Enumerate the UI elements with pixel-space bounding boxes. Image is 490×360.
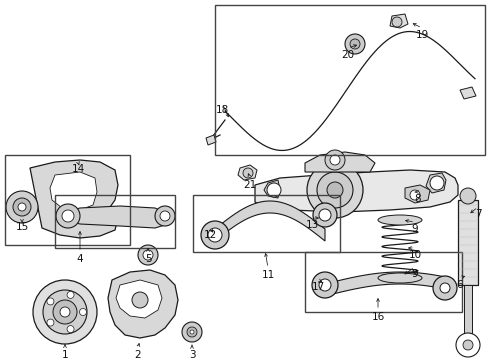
Circle shape <box>392 17 402 27</box>
Text: 19: 19 <box>416 30 429 40</box>
Circle shape <box>132 292 148 308</box>
Circle shape <box>313 203 337 227</box>
Circle shape <box>410 190 420 200</box>
Circle shape <box>47 319 54 326</box>
Polygon shape <box>238 165 257 180</box>
Text: 9: 9 <box>412 269 418 279</box>
Circle shape <box>307 162 363 218</box>
Circle shape <box>13 198 31 216</box>
Polygon shape <box>206 135 216 145</box>
Polygon shape <box>255 170 458 212</box>
Circle shape <box>155 206 175 226</box>
Circle shape <box>243 168 253 178</box>
Text: 12: 12 <box>203 230 217 240</box>
Circle shape <box>460 188 476 204</box>
Circle shape <box>317 172 353 208</box>
Circle shape <box>433 276 457 300</box>
Text: 9: 9 <box>412 224 418 234</box>
Text: 2: 2 <box>135 350 141 360</box>
Bar <box>458 200 478 285</box>
Text: 7: 7 <box>475 209 481 219</box>
Circle shape <box>182 322 202 342</box>
Circle shape <box>440 283 450 293</box>
Ellipse shape <box>378 215 422 225</box>
Text: 5: 5 <box>145 254 151 264</box>
Circle shape <box>67 325 74 333</box>
Circle shape <box>79 309 87 315</box>
Circle shape <box>18 203 26 211</box>
Ellipse shape <box>378 273 422 283</box>
Polygon shape <box>264 180 280 198</box>
Circle shape <box>56 204 80 228</box>
Text: 11: 11 <box>261 270 274 280</box>
Text: 3: 3 <box>189 350 196 360</box>
Circle shape <box>53 300 77 324</box>
Circle shape <box>430 176 444 190</box>
Text: 10: 10 <box>409 250 421 260</box>
Polygon shape <box>30 160 118 238</box>
Circle shape <box>319 279 331 291</box>
Text: 21: 21 <box>244 180 257 190</box>
Circle shape <box>345 34 365 54</box>
Text: 15: 15 <box>15 222 28 232</box>
Circle shape <box>267 183 281 197</box>
Polygon shape <box>65 206 168 228</box>
Circle shape <box>62 210 74 222</box>
Circle shape <box>201 221 229 249</box>
Text: 18: 18 <box>216 105 229 115</box>
Text: 6: 6 <box>457 280 464 290</box>
Polygon shape <box>215 201 325 241</box>
Polygon shape <box>50 172 97 210</box>
Circle shape <box>67 291 74 298</box>
Circle shape <box>325 150 345 170</box>
Circle shape <box>190 330 194 334</box>
Circle shape <box>456 333 480 357</box>
Text: 13: 13 <box>305 220 318 230</box>
Circle shape <box>463 340 473 350</box>
Polygon shape <box>460 87 476 99</box>
Text: 20: 20 <box>342 50 355 60</box>
Circle shape <box>138 245 158 265</box>
Text: 4: 4 <box>77 254 83 264</box>
Circle shape <box>330 155 340 165</box>
Polygon shape <box>405 185 430 203</box>
Bar <box>464 285 472 340</box>
Circle shape <box>187 327 197 337</box>
Polygon shape <box>325 272 445 296</box>
Circle shape <box>33 280 97 344</box>
Circle shape <box>6 191 38 223</box>
Circle shape <box>43 290 87 334</box>
Text: 1: 1 <box>62 350 68 360</box>
Circle shape <box>327 182 343 198</box>
Polygon shape <box>108 270 178 338</box>
Circle shape <box>160 211 170 221</box>
Polygon shape <box>426 173 446 193</box>
Circle shape <box>208 228 222 242</box>
Circle shape <box>350 39 360 49</box>
Polygon shape <box>390 14 408 28</box>
Polygon shape <box>305 152 375 172</box>
Text: 17: 17 <box>311 282 325 292</box>
Text: 8: 8 <box>415 194 421 204</box>
Text: 14: 14 <box>72 164 85 174</box>
Circle shape <box>47 298 54 305</box>
Text: 16: 16 <box>371 312 385 322</box>
Circle shape <box>312 272 338 298</box>
Circle shape <box>143 250 153 260</box>
Polygon shape <box>116 280 162 318</box>
Circle shape <box>319 209 331 221</box>
Circle shape <box>60 307 70 317</box>
